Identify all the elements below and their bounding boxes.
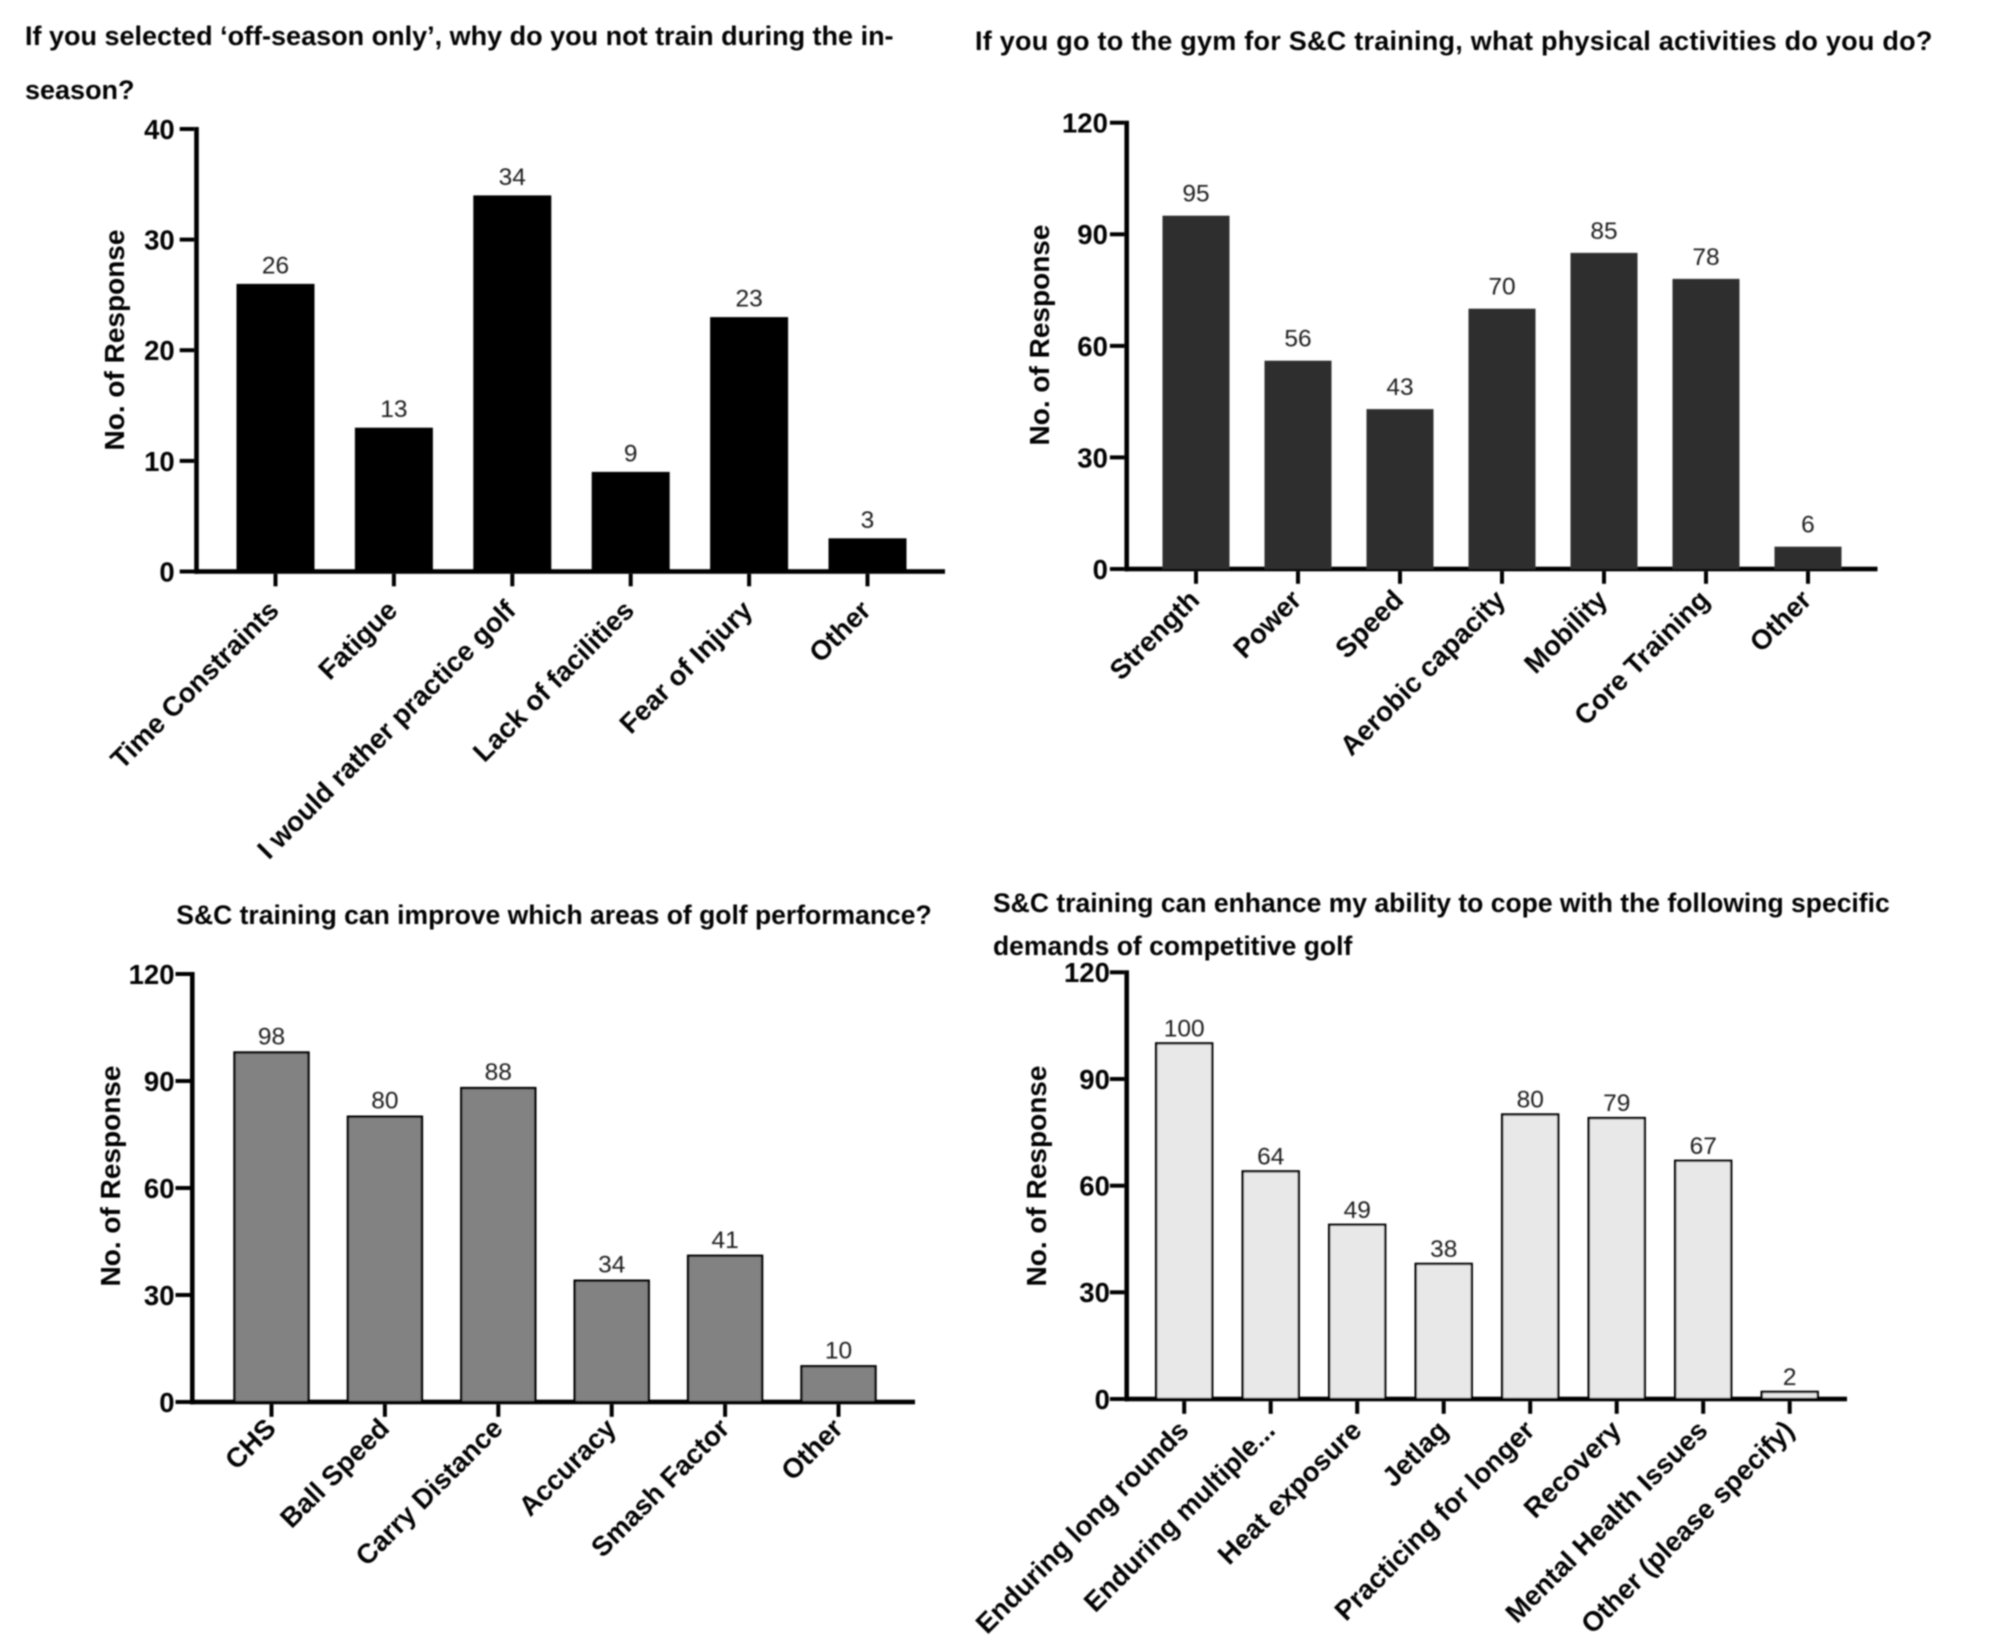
- svg-text:30: 30: [144, 1280, 175, 1311]
- svg-text:90: 90: [1079, 1064, 1110, 1095]
- svg-text:120: 120: [1062, 108, 1108, 139]
- svg-text:26: 26: [262, 252, 289, 279]
- svg-text:43: 43: [1386, 374, 1413, 401]
- svg-text:49: 49: [1344, 1197, 1371, 1224]
- svg-text:30: 30: [144, 225, 175, 256]
- svg-text:No. of Response: No. of Response: [1021, 1066, 1052, 1287]
- svg-text:0: 0: [1093, 554, 1108, 585]
- svg-text:0: 0: [159, 556, 174, 587]
- svg-text:No. of Response: No. of Response: [99, 230, 130, 451]
- svg-text:78: 78: [1692, 244, 1719, 271]
- svg-text:90: 90: [1077, 219, 1108, 250]
- svg-text:80: 80: [371, 1088, 398, 1115]
- svg-text:season?: season?: [25, 75, 135, 105]
- svg-text:30: 30: [1077, 442, 1108, 473]
- svg-text:70: 70: [1488, 274, 1515, 301]
- svg-text:60: 60: [1077, 331, 1108, 362]
- svg-text:100: 100: [1164, 1015, 1205, 1042]
- svg-text:9: 9: [624, 440, 638, 467]
- svg-text:13: 13: [380, 396, 407, 423]
- svg-text:98: 98: [258, 1024, 285, 1051]
- svg-text:2: 2: [1783, 1364, 1797, 1391]
- svg-text:90: 90: [144, 1066, 175, 1097]
- svg-text:38: 38: [1430, 1236, 1457, 1263]
- svg-text:56: 56: [1284, 326, 1311, 353]
- svg-text:No. of Response: No. of Response: [95, 1066, 126, 1287]
- svg-text:34: 34: [499, 164, 526, 191]
- svg-text:6: 6: [1801, 512, 1815, 539]
- svg-text:60: 60: [1079, 1171, 1110, 1202]
- svg-text:0: 0: [1095, 1384, 1110, 1415]
- svg-text:64: 64: [1257, 1143, 1284, 1170]
- svg-text:No. of Response: No. of Response: [1024, 225, 1055, 446]
- svg-text:40: 40: [144, 114, 175, 145]
- svg-text:0: 0: [159, 1387, 174, 1418]
- svg-text:10: 10: [144, 446, 175, 477]
- svg-text:95: 95: [1182, 181, 1209, 208]
- svg-text:30: 30: [1079, 1277, 1110, 1308]
- svg-text:85: 85: [1590, 218, 1617, 245]
- svg-text:20: 20: [144, 335, 175, 366]
- svg-text:If you go to the gym for S&C t: If you go to the gym for S&C training, w…: [975, 26, 1933, 56]
- svg-text:34: 34: [598, 1252, 625, 1279]
- svg-text:3: 3: [861, 507, 875, 534]
- svg-text:demands of competitive golf: demands of competitive golf: [993, 931, 1352, 961]
- svg-text:67: 67: [1690, 1133, 1717, 1160]
- svg-text:S&C training can enhance my ab: S&C training can enhance my ability to c…: [993, 888, 1890, 918]
- svg-text:60: 60: [144, 1173, 175, 1204]
- svg-text:120: 120: [129, 959, 175, 990]
- svg-text:88: 88: [485, 1059, 512, 1086]
- svg-text:41: 41: [711, 1227, 738, 1254]
- svg-text:79: 79: [1603, 1090, 1630, 1117]
- svg-text:80: 80: [1517, 1087, 1544, 1114]
- svg-text:23: 23: [735, 286, 762, 313]
- svg-text:If you selected ‘off-season on: If you selected ‘off-season only’, why d…: [25, 21, 894, 51]
- svg-text:S&C training can improve which: S&C training can improve which areas of …: [176, 900, 931, 930]
- svg-text:10: 10: [825, 1337, 852, 1364]
- svg-text:120: 120: [1064, 957, 1110, 988]
